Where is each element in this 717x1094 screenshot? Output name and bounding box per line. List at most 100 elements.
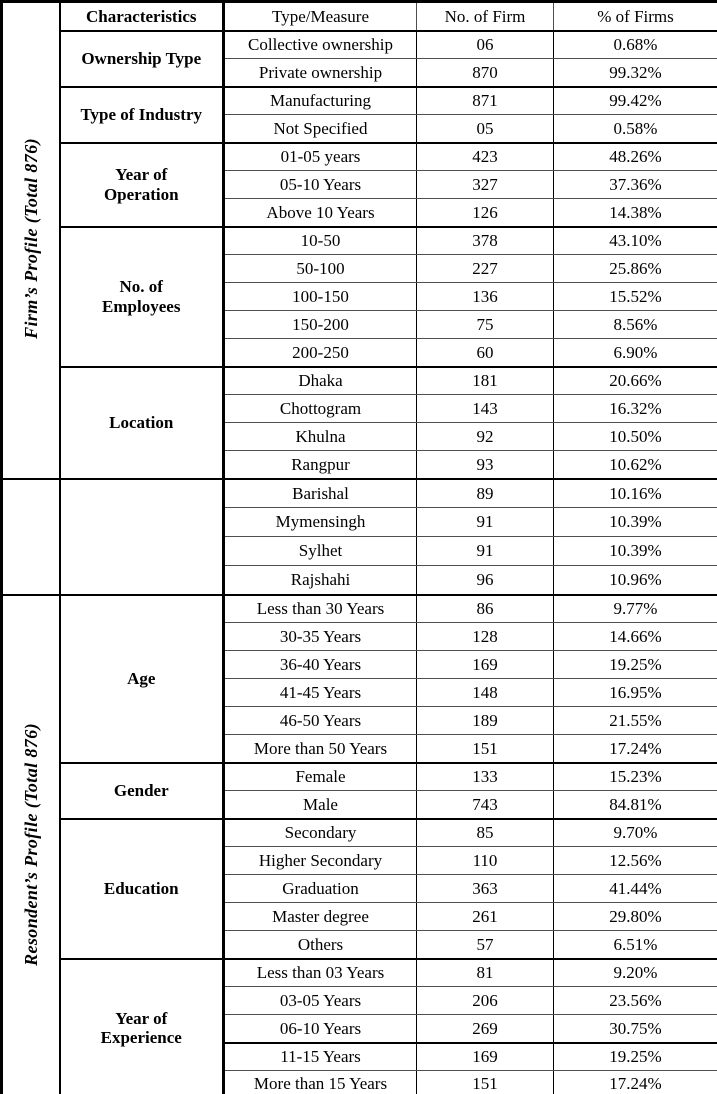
- count-cell: 81: [416, 957, 554, 987]
- measure-cell: Chottogram: [223, 394, 417, 423]
- table-row: Year of Experience Less than 03 Years 81 9.…: [2, 957, 717, 1094]
- count-cell: 136: [416, 282, 554, 311]
- count-cell: 151: [416, 1070, 554, 1094]
- characteristic-label: Age: [59, 593, 225, 763]
- percent-cell: 0.58%: [553, 114, 717, 143]
- count-cell: 189: [416, 706, 554, 735]
- count-cell: 86: [416, 593, 554, 623]
- percent-cell: 17.24%: [553, 1070, 717, 1094]
- count-cell: 148: [416, 678, 554, 707]
- measure-cell: 05-10 Years: [223, 170, 417, 199]
- table-row: Gender Female 133 15.23%: [2, 761, 717, 819]
- count-cell: 85: [416, 817, 554, 847]
- count-cell: 92: [416, 422, 554, 451]
- percent-cell: 41.44%: [553, 874, 717, 903]
- table-row: 36-40 Years 169 19.25%: [2, 650, 717, 679]
- percent-cell: 10.16%: [553, 477, 717, 508]
- count-cell: 378: [416, 225, 554, 255]
- percent-cell: 37.36%: [553, 170, 717, 199]
- count-cell: 181: [416, 365, 554, 395]
- percent-cell: 9.70%: [553, 817, 717, 847]
- section-side-label: Resondent’s Profile (Total 876): [20, 722, 41, 966]
- characteristic-label: Location: [59, 365, 225, 479]
- percent-cell: 10.50%: [553, 422, 717, 451]
- table-row: Mymensingh 91 10.39%: [2, 507, 717, 537]
- percent-cell: 19.25%: [553, 1041, 717, 1071]
- measure-cell: Barishal: [223, 477, 417, 508]
- percent-cell: 99.32%: [553, 58, 717, 87]
- count-cell: 133: [416, 761, 554, 791]
- count-cell: 169: [416, 1041, 554, 1071]
- section-side-cell: Firm’s Profile (Total 876): [1, 0, 61, 479]
- percent-cell: 14.38%: [553, 198, 717, 227]
- percent-cell: 16.32%: [553, 394, 717, 423]
- count-cell: 227: [416, 254, 554, 283]
- measure-cell: More than 50 Years: [223, 734, 417, 763]
- table-row: 41-45 Years 148 16.95%: [2, 678, 717, 707]
- table-row: 200-250 60 6.90%: [2, 338, 717, 367]
- count-cell: 169: [416, 650, 554, 679]
- percent-cell: 48.26%: [553, 141, 717, 171]
- characteristic-label: Education: [59, 817, 225, 959]
- measure-cell: Graduation: [223, 874, 417, 903]
- measure-cell: 10-50: [223, 225, 417, 255]
- count-cell: 89: [416, 477, 554, 508]
- column-header-type-measure: Type/Measure: [223, 0, 417, 31]
- percent-cell: 10.39%: [553, 536, 717, 566]
- count-cell: 870: [416, 58, 554, 87]
- measure-cell: 01-05 years: [223, 141, 417, 171]
- percent-cell: 14.66%: [553, 622, 717, 651]
- column-header-characteristics: Characteristics: [59, 0, 225, 31]
- percent-cell: 19.25%: [553, 650, 717, 679]
- measure-cell: 46-50 Years: [223, 706, 417, 735]
- percent-cell: 43.10%: [553, 225, 717, 255]
- measure-cell: 03-05 Years: [223, 986, 417, 1015]
- characteristic-label: No. of Employees: [59, 225, 225, 367]
- characteristic-label: [59, 477, 225, 595]
- table-row: Resondent’s Profile (Total 876) Age Less t…: [1, 593, 717, 1094]
- count-cell: 151: [416, 734, 554, 763]
- percent-cell: 23.56%: [553, 986, 717, 1015]
- measure-cell: Collective ownership: [223, 29, 417, 59]
- count-cell: 05: [416, 114, 554, 143]
- percent-cell: 99.42%: [553, 85, 717, 115]
- measure-cell: Rajshahi: [223, 565, 417, 595]
- table-row: 46-50 Years 189 21.55%: [2, 706, 717, 735]
- percent-cell: 30.75%: [553, 1014, 717, 1043]
- table-row: 50-100 227 25.86%: [2, 254, 717, 283]
- measure-cell: 06-10 Years: [223, 1014, 417, 1043]
- table-row: Above 10 Years 126 14.38%: [2, 198, 717, 227]
- count-cell: 363: [416, 874, 554, 903]
- count-cell: 128: [416, 622, 554, 651]
- table-row: No. of Employees 10-50 378 43.10%: [2, 225, 717, 367]
- percent-cell: 29.80%: [553, 902, 717, 931]
- percent-cell: 20.66%: [553, 365, 717, 395]
- count-cell: 91: [416, 507, 554, 537]
- percent-cell: 84.81%: [553, 790, 717, 819]
- count-cell: 57: [416, 930, 554, 959]
- count-cell: 743: [416, 790, 554, 819]
- section-side-cell: Resondent’s Profile (Total 876): [1, 593, 61, 1094]
- percent-cell: 15.23%: [553, 761, 717, 791]
- percent-cell: 25.86%: [553, 254, 717, 283]
- percent-cell: 10.62%: [553, 450, 717, 479]
- count-cell: 60: [416, 338, 554, 367]
- table-row: Khulna 92 10.50%: [2, 422, 717, 451]
- measure-cell: Above 10 Years: [223, 198, 417, 227]
- column-header-percent-of-firms: % of Firms: [553, 0, 717, 31]
- measure-cell: 50-100: [223, 254, 417, 283]
- count-cell: 93: [416, 450, 554, 479]
- measure-cell: Others: [223, 930, 417, 959]
- measure-cell: Female: [223, 761, 417, 791]
- section-side-cell: [1, 477, 61, 595]
- table-row: Education Secondary 85 9.70%: [2, 817, 717, 959]
- table-row: 11-15 Years 169 19.25%: [2, 1041, 717, 1071]
- measure-cell: Manufacturing: [223, 85, 417, 115]
- table-row: Type of Industry Manufacturing 871 99.42%: [2, 85, 717, 143]
- column-header-no-of-firm: No. of Firm: [416, 0, 554, 31]
- measure-cell: Higher Secondary: [223, 846, 417, 875]
- measure-cell: Sylhet: [223, 536, 417, 566]
- measure-cell: Not Specified: [223, 114, 417, 143]
- percent-cell: 15.52%: [553, 282, 717, 311]
